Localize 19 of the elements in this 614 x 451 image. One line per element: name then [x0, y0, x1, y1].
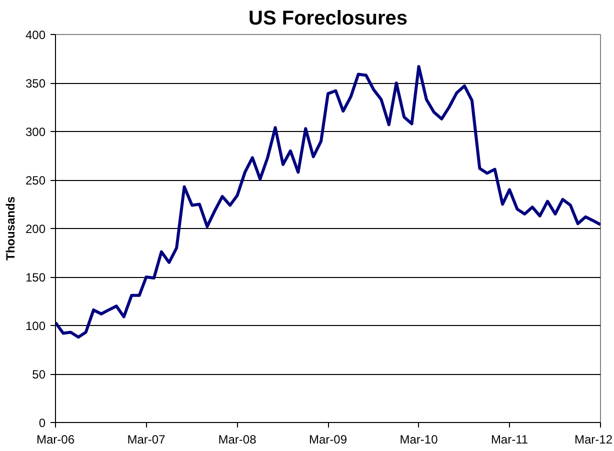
y-tick-label: 300	[25, 125, 46, 139]
y-tick-label: 50	[32, 368, 46, 382]
x-tick-label: Mar-06	[36, 432, 75, 446]
y-tick-label: 250	[25, 174, 46, 188]
y-tick-label: 200	[25, 222, 46, 236]
x-tick-label: Mar-12	[574, 432, 613, 446]
x-tick-label: Mar-09	[308, 432, 348, 446]
y-tick-label: 350	[25, 76, 46, 90]
line-series	[56, 65, 600, 339]
x-tick-label: Mar-11	[490, 432, 528, 446]
x-tick-label: Mar-10	[400, 432, 438, 446]
y-tick-label: 100	[25, 319, 46, 333]
x-tick-label: Mar-08	[218, 432, 257, 446]
chart-title: US Foreclosures	[248, 8, 408, 30]
y-tick-label: 0	[38, 416, 46, 430]
x-tick-label: Mar-07	[127, 432, 166, 446]
y-tick-label: 400	[25, 28, 46, 42]
y-axis-title: Thousands	[3, 196, 18, 260]
y-tick-label: 150	[25, 270, 46, 284]
